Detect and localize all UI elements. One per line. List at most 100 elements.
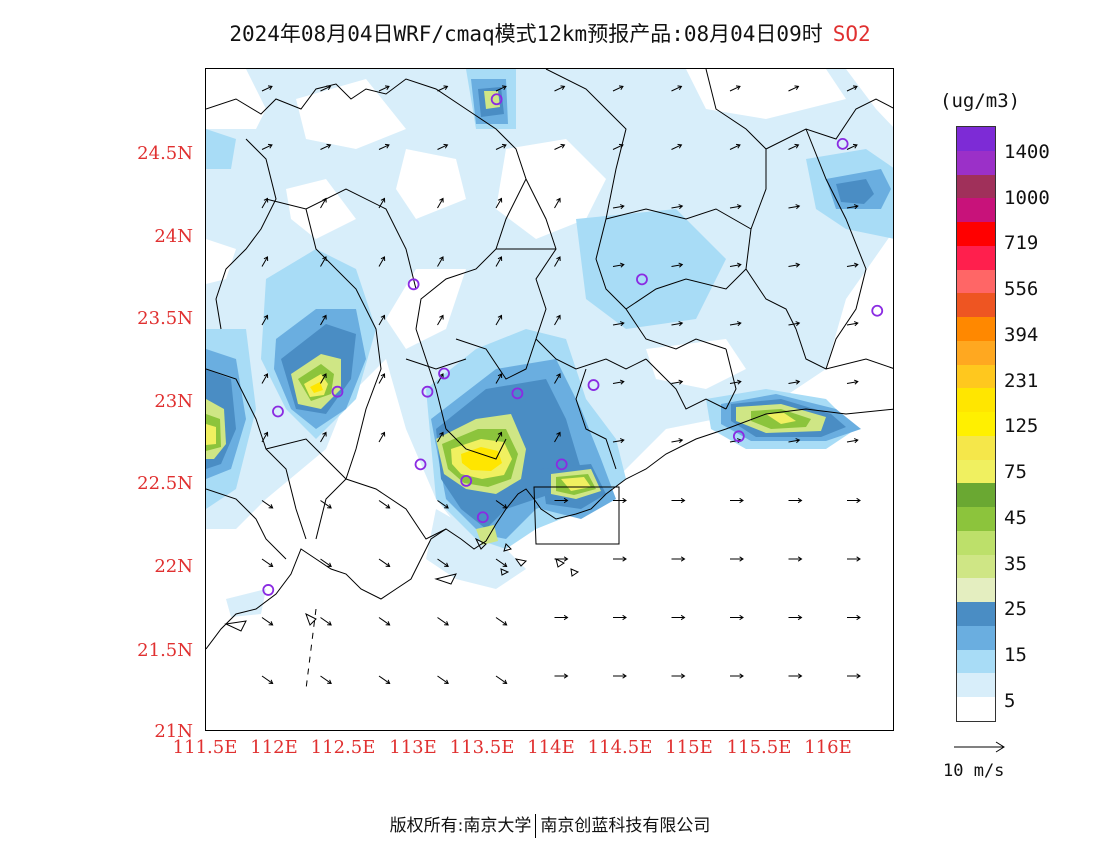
colorbar-segment [957, 625, 995, 651]
county-boundaries-12 [455, 338, 537, 380]
station-marker [476, 511, 489, 524]
wind-arrow [378, 675, 391, 684]
station-marker [836, 137, 849, 150]
wind-arrow [612, 204, 625, 210]
colorbar-segment [957, 435, 995, 461]
colorbar-segment [957, 578, 995, 603]
wind-arrow [554, 431, 561, 443]
field-level-125-b [310, 382, 323, 393]
colorbar-label-556: 556 [1004, 278, 1039, 300]
footer-separator [535, 814, 537, 838]
wind-arrow [612, 262, 625, 268]
wind-arrow [613, 673, 627, 679]
wind-arrow [378, 500, 391, 509]
county-boundaries-9 [805, 128, 867, 370]
station-marker [587, 379, 600, 391]
concentration-map-canvas [206, 69, 893, 690]
lon-label-116: 116E [804, 737, 852, 758]
wind-arrow [320, 617, 332, 626]
wind-arrow [261, 675, 274, 684]
field-white-gap-4 [286, 179, 356, 239]
station-marker [460, 474, 473, 487]
lon-label-114.5: 114.5E [587, 737, 653, 758]
wind-arrow [847, 614, 861, 621]
lon-label-111.5: 111.5E [172, 737, 238, 758]
wind-arrow [671, 497, 686, 504]
field-level-15-h [206, 129, 236, 169]
county-boundaries-2 [265, 188, 417, 290]
wind-arrow [320, 373, 327, 384]
county-boundaries-5 [525, 178, 557, 340]
station-marker [511, 387, 524, 400]
wind-arrow [320, 197, 327, 209]
county-boundaries-1 [215, 138, 277, 330]
field-level-15-g [576, 209, 726, 329]
footer-copyright: 版权所有:南京大学 [389, 816, 532, 836]
field-white-gap-8 [206, 239, 236, 284]
lon-label-115.5: 115.5E [726, 737, 792, 758]
wind-arrow [495, 373, 503, 384]
field-white-gap-6 [686, 69, 846, 119]
wind-arrow [261, 373, 269, 384]
colorbar-label-1000: 1000 [1004, 187, 1050, 209]
county-boundaries-7 [705, 69, 797, 330]
colorbar-segment [957, 150, 995, 175]
forecast-map [205, 68, 894, 731]
station-marker [490, 93, 503, 106]
wind-arrow [612, 379, 625, 385]
monitoring-stations [262, 93, 884, 596]
wind-arrow [495, 617, 508, 626]
wind-arrow [788, 497, 803, 504]
province-boundary-north [206, 78, 527, 330]
wind-arrow [671, 438, 684, 444]
wind-arrow [437, 500, 449, 509]
county-boundaries-17 [265, 438, 347, 480]
wind-arrow [378, 314, 386, 326]
lat-label-21.5: 21.5N [137, 640, 193, 661]
county-boundaries-13 [405, 358, 467, 370]
station-marker [636, 273, 648, 286]
lon-label-114: 114E [527, 737, 575, 758]
county-boundaries-8 [765, 98, 893, 150]
field-level-75-b [206, 424, 216, 445]
wind-arrow [495, 143, 507, 150]
wind-arrow [612, 143, 624, 150]
wind-arrow [495, 256, 503, 267]
colorbar-segment [957, 245, 995, 271]
field-white-gap-9 [386, 269, 466, 349]
wind-arrow [847, 673, 861, 679]
wind-arrow [495, 314, 503, 326]
colorbar-segment [957, 269, 995, 294]
colorbar-segment [957, 317, 995, 342]
wind-arrow [847, 497, 861, 504]
wind-arrow [261, 85, 273, 92]
wind-arrow [612, 321, 625, 327]
hong-kong-boundary [533, 486, 620, 545]
lat-label-22.5: 22.5N [137, 473, 193, 494]
wind-arrow [671, 143, 683, 150]
county-boundaries-10 [535, 338, 647, 370]
lon-label-112.5: 112.5E [310, 737, 376, 758]
county-boundaries-3 [305, 208, 382, 540]
wind-arrow [671, 614, 686, 621]
station-marker [262, 584, 275, 596]
wind-arrow [554, 314, 561, 326]
wind-arrow [554, 256, 561, 267]
wind-arrow [613, 614, 627, 621]
colorbar-segment [957, 459, 995, 484]
coastline [206, 408, 893, 650]
wind-arrow [671, 379, 684, 385]
station-marker [414, 458, 427, 471]
lat-label-24.5: 24.5N [137, 143, 193, 164]
wind-arrow [378, 617, 391, 626]
colorbar-label-25: 25 [1004, 598, 1027, 620]
wind-arrow [495, 431, 503, 443]
wind-arrow [788, 204, 801, 210]
colorbar-label-45: 45 [1004, 507, 1027, 529]
lat-label-21: 21N [154, 721, 193, 742]
county-boundaries-20 [625, 268, 747, 310]
wind-arrow [261, 500, 274, 509]
wind-arrow [554, 85, 566, 92]
colorbar-segment [957, 530, 995, 556]
lat-label-24: 24N [154, 226, 193, 247]
